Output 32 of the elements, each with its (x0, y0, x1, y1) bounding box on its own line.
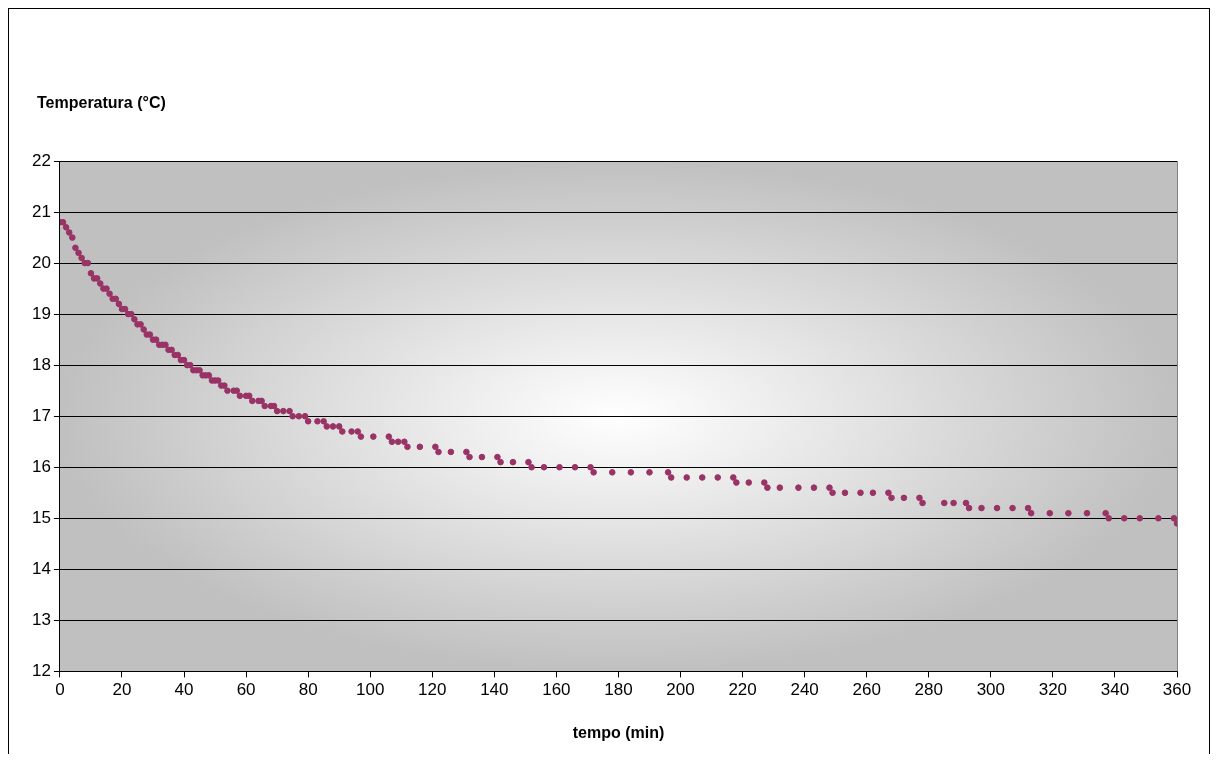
x-tick-label: 0 (55, 680, 65, 700)
x-tick-label: 80 (298, 680, 318, 700)
x-tick-label: 180 (604, 680, 633, 700)
y-tick-label: 16 (31, 456, 51, 476)
x-tick-label: 100 (356, 680, 385, 700)
y-tick-label: 17 (31, 405, 51, 425)
y-tick-label: 19 (31, 303, 51, 323)
x-tick-label: 280 (914, 680, 943, 700)
y-tick-label: 22 (31, 150, 51, 170)
y-tick-label: 15 (31, 507, 51, 527)
x-tick-label: 360 (1162, 680, 1192, 700)
y-tick-label: 14 (31, 559, 51, 579)
x-tick-label: 40 (174, 680, 194, 700)
x-tick-label: 120 (418, 680, 447, 700)
x-tick-label: 260 (852, 680, 881, 700)
x-tick-label: 20 (112, 680, 132, 700)
y-axis-title: Temperatura (°C) (37, 94, 166, 112)
y-tick-label: 21 (31, 201, 51, 221)
x-tick-label: 200 (666, 680, 695, 700)
x-tick-label: 340 (1100, 680, 1130, 700)
x-tick-label: 160 (542, 680, 571, 700)
y-tick-label: 13 (31, 610, 51, 630)
x-tick-label: 220 (728, 680, 757, 700)
x-axis-title: tempo (min) (572, 723, 665, 741)
x-tick-label: 140 (480, 680, 509, 700)
y-tick-label: 12 (31, 661, 51, 681)
x-tick-label: 60 (236, 680, 256, 700)
x-tick-label: 240 (790, 680, 819, 700)
x-tick-label: 300 (976, 680, 1006, 700)
y-tick-label: 18 (31, 354, 51, 374)
y-tick-label: 20 (31, 252, 51, 272)
x-tick-label: 320 (1038, 680, 1068, 700)
